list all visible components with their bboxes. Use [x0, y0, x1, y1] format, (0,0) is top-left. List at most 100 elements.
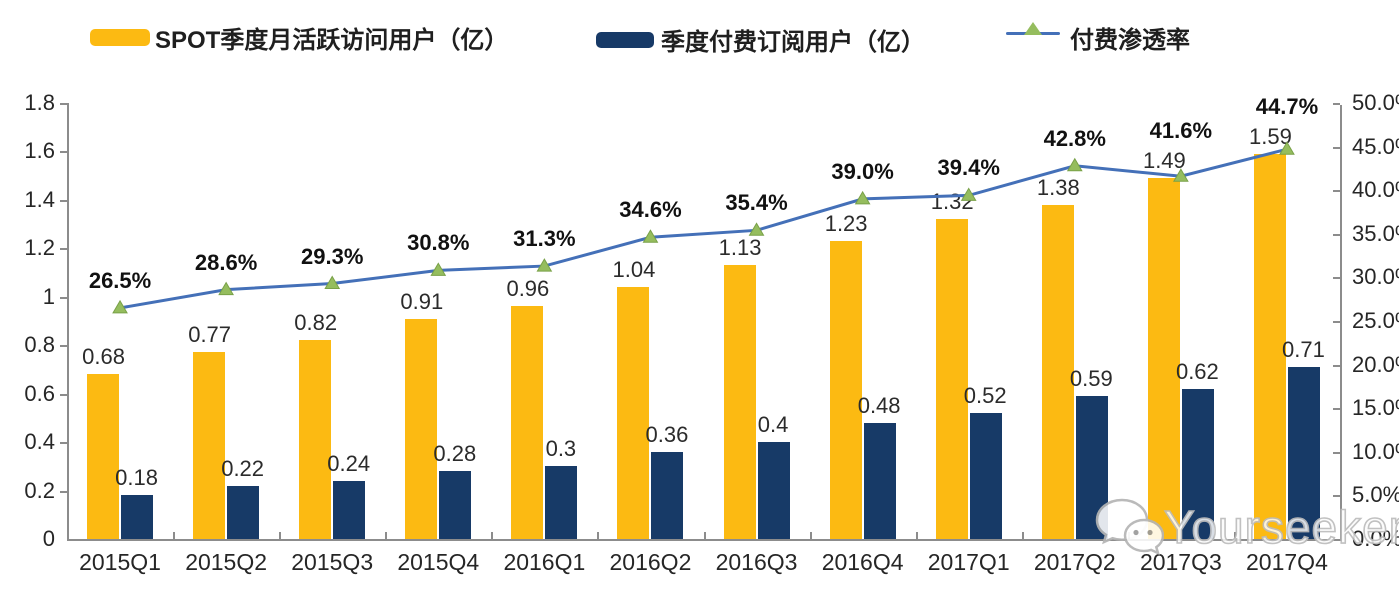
legend-item-mau: SPOT季度月活跃访问用户（亿） [90, 20, 508, 55]
penetration-label: 39.0% [831, 158, 894, 184]
x-axis-label: 2015Q2 [185, 549, 268, 575]
left-axis-label: 0.6 [24, 380, 55, 406]
triangle-marker-icon [1024, 22, 1042, 35]
x-axis-label: 2015Q1 [79, 549, 161, 575]
mau-bar [723, 265, 756, 539]
x-axis-label: 2017Q2 [1033, 549, 1116, 575]
penetration-label: 41.6% [1149, 118, 1213, 144]
right-axis-tick [1333, 495, 1340, 498]
mau-value-label: 1.59 [1249, 123, 1292, 149]
penetration-label: 29.3% [301, 243, 364, 269]
subs-value-label: 0.59 [1069, 366, 1113, 392]
x-axis-tick [809, 532, 812, 539]
mau-value-label: 0.91 [400, 288, 444, 314]
x-axis-tick [491, 532, 494, 539]
x-axis-tick [1233, 532, 1236, 539]
mau-bar [193, 352, 226, 539]
mau-value-label: 0.68 [82, 344, 125, 370]
right-axis-label: 15.0% [1352, 395, 1399, 421]
subs-value-label: 0.48 [857, 392, 901, 418]
right-axis-tick [1333, 146, 1340, 149]
triangle-marker-icon [642, 229, 659, 243]
left-axis-label: 0.4 [24, 429, 55, 455]
left-axis-tick [60, 296, 67, 299]
x-axis-tick [173, 532, 176, 539]
subs-value-label: 0.36 [645, 421, 689, 447]
penetration-label: 31.3% [513, 226, 576, 252]
triangle-marker-icon [854, 190, 871, 205]
triangle-marker-icon [748, 222, 765, 236]
left-axis-tick [60, 248, 67, 251]
left-axis-label: 0.8 [24, 332, 55, 358]
right-axis-label: 50.0% [1352, 90, 1399, 115]
right-axis-tick [1333, 103, 1340, 105]
x-axis-tick [385, 532, 388, 539]
left-axis-line [67, 103, 69, 540]
right-axis-tick [1333, 451, 1340, 454]
left-axis-tick [60, 490, 67, 493]
right-axis-label: 5.0% [1352, 482, 1399, 508]
subs-bar [1287, 367, 1320, 539]
x-axis-tick [1021, 532, 1024, 539]
mau-value-label: 1.04 [612, 257, 656, 283]
subs-value-label: 0.52 [963, 383, 1007, 409]
wechat-icon [1095, 498, 1164, 556]
right-axis-label: 30.0% [1352, 264, 1399, 290]
right-axis-label: 35.0% [1352, 220, 1399, 246]
watermark-text: Yourseeker [1163, 500, 1399, 554]
subs-value-label: 0.4 [757, 412, 789, 438]
left-axis-tick [60, 393, 67, 396]
subs-bar [121, 495, 154, 539]
x-axis-label: 2016Q2 [609, 549, 692, 575]
subs-value-label: 0.62 [1175, 358, 1219, 384]
mau-value-label: 1.38 [1036, 174, 1080, 200]
watermark: Yourseeker [1094, 496, 1399, 558]
triangle-marker-icon [536, 258, 553, 272]
x-axis-label: 2015Q4 [397, 549, 480, 575]
right-axis-label: 20.0% [1352, 351, 1399, 377]
x-axis-label: 2017Q1 [927, 549, 1010, 575]
mau-bar [87, 374, 120, 539]
left-axis-tick [60, 103, 67, 105]
x-axis-label: 2017Q3 [1139, 549, 1222, 575]
right-axis-label: 25.0% [1352, 308, 1399, 333]
penetration-label: 35.4% [725, 190, 788, 216]
subs-bar [545, 466, 578, 539]
x-axis-tick [915, 532, 918, 539]
mau-value-label: 1.32 [930, 189, 974, 215]
left-axis-label: 1.4 [24, 186, 55, 212]
subs-bar [333, 480, 366, 539]
triangle-marker-icon [430, 262, 447, 276]
triangle-marker-icon [112, 299, 128, 314]
mau-bar [829, 241, 862, 539]
penetration-label: 42.8% [1043, 125, 1106, 151]
mau-bar [405, 318, 438, 539]
subs-bar [863, 422, 896, 539]
right-axis-tick [1333, 277, 1340, 280]
triangle-marker-icon [218, 281, 234, 296]
mau-bar [935, 219, 968, 539]
triangle-marker-icon [1066, 157, 1083, 172]
subs-bar [439, 471, 472, 539]
mau-bar [299, 340, 332, 539]
right-axis-label: 45.0% [1352, 133, 1399, 159]
penetration-legend-label: 付费渗透率 [1070, 27, 1190, 54]
subs-value-label: 0.22 [221, 455, 265, 481]
subs-value-label: 0.24 [327, 450, 371, 476]
subs-legend-label: 季度付费订阅用户（亿） [661, 29, 925, 56]
penetration-label: 39.4% [937, 155, 1000, 181]
x-axis-tick [597, 532, 600, 539]
x-axis-label: 2017Q4 [1246, 549, 1328, 575]
right-axis-tick [1333, 408, 1340, 411]
mau-value-label: 1.13 [718, 235, 762, 261]
right-axis-label: 10.0% [1352, 438, 1399, 464]
x-axis-label: 2015Q3 [291, 549, 374, 575]
penetration-label: 28.6% [194, 249, 258, 275]
x-axis-label: 2016Q3 [715, 549, 798, 575]
left-axis-label: 1.8 [24, 90, 55, 115]
left-axis-label: 0 [42, 526, 55, 551]
mau-value-label: 1.23 [824, 211, 868, 237]
subs-legend-swatch [596, 31, 654, 48]
subs-value-label: 0.71 [1282, 337, 1325, 363]
left-axis-label: 1.2 [24, 235, 55, 261]
